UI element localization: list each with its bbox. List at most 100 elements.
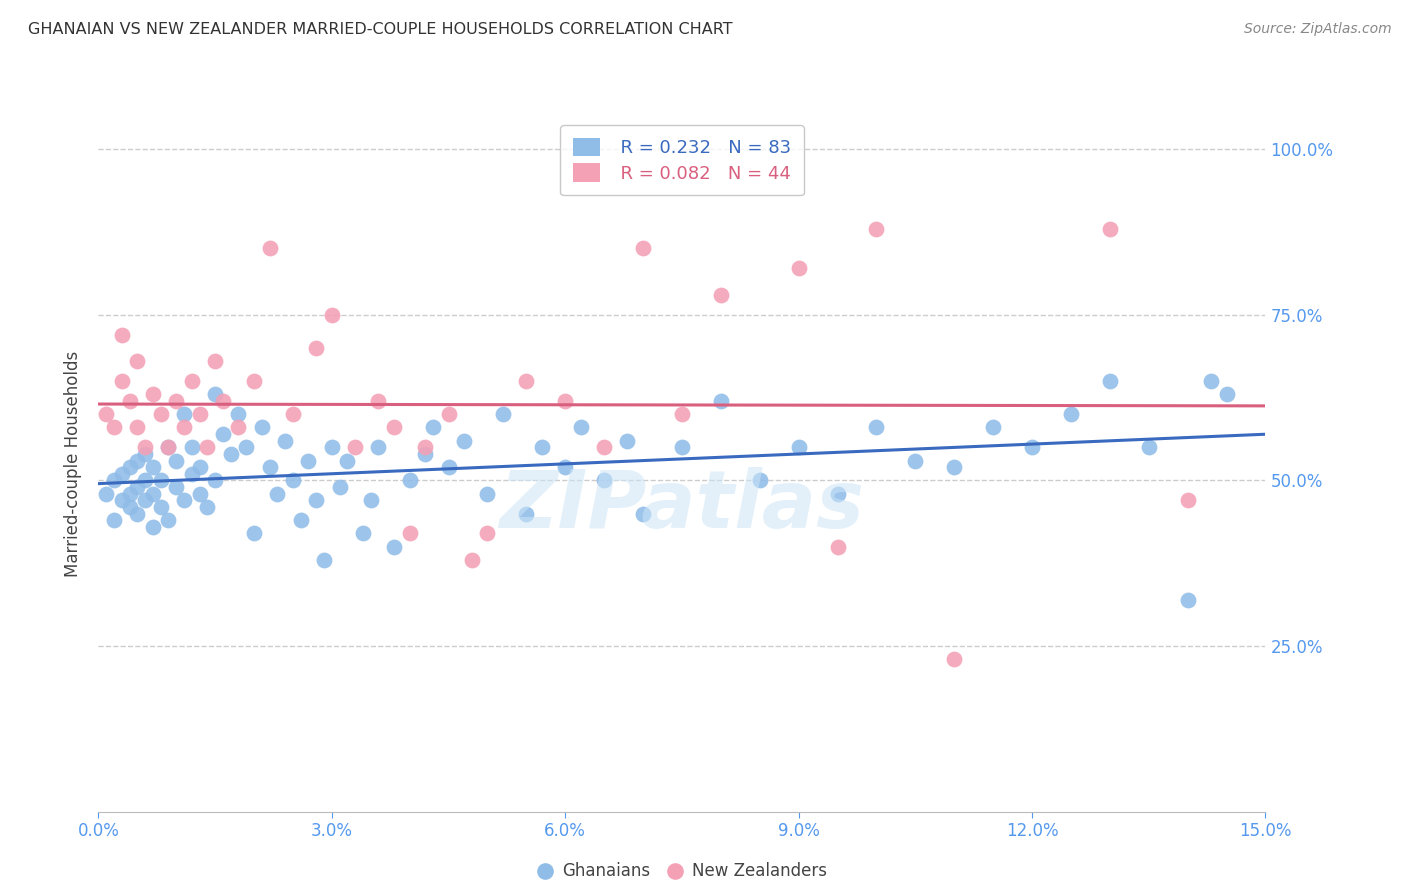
- Point: [453, 434, 475, 448]
- Point: [188, 486, 211, 500]
- Point: [305, 341, 328, 355]
- Point: [382, 540, 405, 554]
- Point: [631, 242, 654, 256]
- Point: [710, 393, 733, 408]
- Point: [593, 474, 616, 488]
- Point: [103, 513, 125, 527]
- Point: [127, 453, 149, 467]
- Point: [188, 407, 211, 421]
- Point: [266, 486, 288, 500]
- Text: ZIPatlas: ZIPatlas: [499, 467, 865, 545]
- Point: [569, 420, 592, 434]
- Point: [243, 526, 266, 541]
- Point: [352, 526, 374, 541]
- Point: [96, 486, 118, 500]
- Point: [127, 354, 149, 368]
- Point: [173, 420, 195, 434]
- Point: [413, 440, 436, 454]
- Point: [554, 393, 576, 408]
- Point: [142, 486, 165, 500]
- Point: [180, 374, 202, 388]
- Point: [219, 447, 242, 461]
- Point: [1137, 440, 1160, 454]
- Point: [142, 460, 165, 475]
- Point: [748, 474, 770, 488]
- Point: [111, 493, 134, 508]
- Point: [118, 486, 141, 500]
- Point: [329, 480, 352, 494]
- Point: [336, 453, 359, 467]
- Point: [281, 474, 304, 488]
- Point: [204, 387, 226, 401]
- Point: [297, 453, 319, 467]
- Point: [321, 440, 343, 454]
- Point: [787, 440, 810, 454]
- Point: [250, 420, 273, 434]
- Point: [943, 652, 966, 666]
- Text: Source: ZipAtlas.com: Source: ZipAtlas.com: [1244, 22, 1392, 37]
- Point: [134, 493, 156, 508]
- Point: [554, 460, 576, 475]
- Point: [593, 440, 616, 454]
- Point: [710, 288, 733, 302]
- Point: [149, 407, 172, 421]
- Point: [1021, 440, 1043, 454]
- Point: [281, 407, 304, 421]
- Point: [1098, 221, 1121, 235]
- Point: [904, 453, 927, 467]
- Point: [127, 480, 149, 494]
- Point: [134, 474, 156, 488]
- Point: [367, 393, 389, 408]
- Point: [865, 420, 887, 434]
- Point: [103, 474, 125, 488]
- Point: [461, 553, 484, 567]
- Point: [165, 480, 187, 494]
- Point: [787, 261, 810, 276]
- Point: [127, 507, 149, 521]
- Point: [671, 440, 693, 454]
- Point: [259, 460, 281, 475]
- Point: [437, 407, 460, 421]
- Point: [165, 393, 187, 408]
- Point: [134, 447, 156, 461]
- Point: [1177, 592, 1199, 607]
- Point: [173, 493, 195, 508]
- Point: [96, 407, 118, 421]
- Point: [616, 434, 638, 448]
- Point: [188, 460, 211, 475]
- Point: [943, 460, 966, 475]
- Point: [118, 500, 141, 514]
- Point: [228, 420, 250, 434]
- Point: [290, 513, 312, 527]
- Point: [477, 486, 499, 500]
- Point: [344, 440, 367, 454]
- Point: [515, 374, 537, 388]
- Point: [360, 493, 382, 508]
- Point: [382, 420, 405, 434]
- Point: [413, 447, 436, 461]
- Point: [1060, 407, 1083, 421]
- Point: [671, 407, 693, 421]
- Point: [1177, 493, 1199, 508]
- Point: [204, 354, 226, 368]
- Point: [212, 393, 235, 408]
- Point: [398, 526, 420, 541]
- Point: [274, 434, 297, 448]
- Point: [142, 520, 165, 534]
- Point: [180, 440, 202, 454]
- Point: [134, 440, 156, 454]
- Point: [149, 500, 172, 514]
- Point: [1215, 387, 1237, 401]
- Point: [243, 374, 266, 388]
- Point: [157, 513, 180, 527]
- Point: [149, 474, 172, 488]
- Point: [398, 474, 420, 488]
- Point: [165, 453, 187, 467]
- Point: [195, 500, 218, 514]
- Point: [235, 440, 257, 454]
- Point: [1199, 374, 1222, 388]
- Point: [118, 460, 141, 475]
- Point: [827, 540, 849, 554]
- Point: [437, 460, 460, 475]
- Text: GHANAIAN VS NEW ZEALANDER MARRIED-COUPLE HOUSEHOLDS CORRELATION CHART: GHANAIAN VS NEW ZEALANDER MARRIED-COUPLE…: [28, 22, 733, 37]
